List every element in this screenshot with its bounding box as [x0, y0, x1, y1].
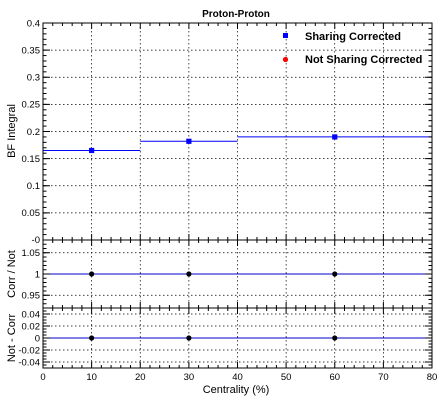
y-tick-label: 0 — [35, 333, 40, 344]
y-tick-label: 0.25 — [22, 100, 41, 111]
legend: Sharing Corrected Not Sharing Corrected — [282, 31, 422, 66]
sharing-corrected-marker — [89, 147, 95, 154]
chart-title: Proton-Proton — [202, 9, 270, 20]
y-tick-label: 0.95 — [22, 291, 41, 302]
ratio-point — [186, 271, 192, 277]
x-tick-label: 70 — [378, 372, 389, 383]
difference-point — [89, 335, 95, 341]
x-tick-label: 80 — [427, 372, 438, 383]
y-tick-label: 0.04 — [22, 309, 41, 320]
x-axis-title: Centrality (%) — [203, 384, 270, 396]
panel-frame — [42, 307, 433, 369]
x-tick-label: 50 — [281, 372, 292, 383]
y-tick-label: -0.04 — [18, 357, 40, 368]
y-tick-label: 0.4 — [27, 18, 40, 29]
y-tick-label: 1.05 — [22, 248, 41, 259]
sharing-corrected-marker — [332, 134, 338, 140]
sharing-corrected-marker — [186, 138, 192, 144]
x-tick-label: 60 — [329, 372, 340, 383]
difference-point — [332, 335, 338, 341]
y-tick-label: 0.1 — [27, 181, 40, 192]
ratio-point — [332, 271, 338, 277]
y-tick-label: -0 — [32, 235, 40, 246]
y-tick-label: 0.15 — [22, 154, 41, 165]
y-axis-title-ratio: Corr / Not — [6, 250, 18, 298]
y-tick-label: 0.3 — [27, 73, 40, 84]
x-tick-label: 30 — [184, 372, 195, 383]
x-tick-label: 0 — [40, 372, 45, 383]
x-tick-label: 20 — [135, 372, 146, 383]
difference-point — [186, 335, 192, 341]
legend-marker-not-sharing-corrected — [282, 56, 289, 63]
ratio-point — [89, 271, 95, 277]
y-tick-label: -0.02 — [18, 345, 40, 356]
y-tick-label: 0.02 — [22, 321, 41, 332]
legend-label-sharing-corrected: Sharing Corrected — [305, 31, 401, 43]
y-tick-label: 0.05 — [22, 208, 41, 219]
legend-label-not-sharing-corrected: Not Sharing Corrected — [305, 54, 422, 66]
y-axis-title-bf-integral: BF Integral — [6, 104, 18, 158]
x-tick-label: 10 — [86, 372, 97, 383]
y-tick-label: 0.2 — [27, 127, 40, 138]
y-tick-label: 1 — [35, 269, 40, 280]
y-tick-label: 0.35 — [22, 45, 41, 56]
y-axis-title-difference: Not - Corr — [6, 314, 18, 363]
legend-marker-sharing-corrected — [283, 33, 288, 38]
x-tick-label: 40 — [232, 372, 243, 383]
